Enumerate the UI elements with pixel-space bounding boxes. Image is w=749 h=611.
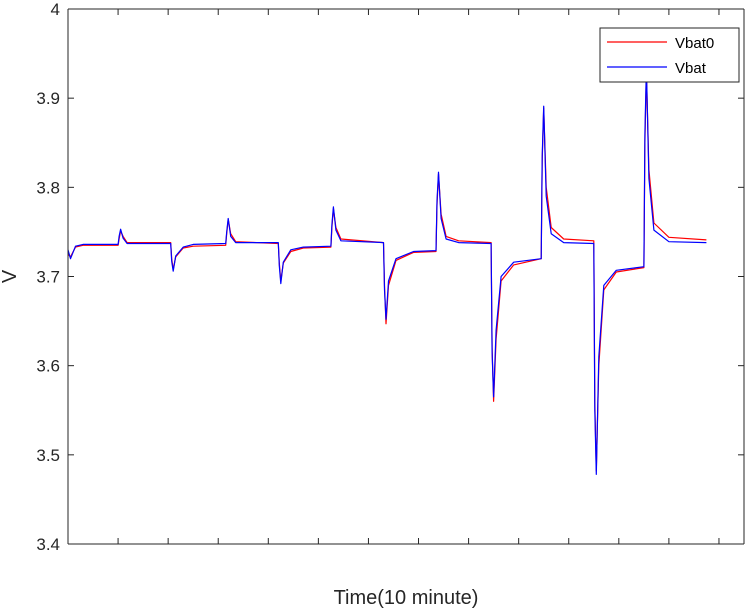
y-tick-label: 3.5 — [36, 446, 60, 465]
y-tick-label: 3.7 — [36, 268, 60, 287]
legend-label-vbat: Vbat — [675, 60, 707, 77]
ticks-layer: 3.4 3.5 3.6 3.7 3.8 3.9 4 — [36, 0, 744, 554]
plot-area — [68, 9, 744, 544]
y-tick-label: 3.8 — [36, 178, 60, 197]
y-tick-label: 3.4 — [36, 535, 60, 554]
y-axis-label: V — [0, 269, 21, 283]
x-axis-label: Time(10 minute) — [334, 587, 479, 609]
legend-label-vbat0: Vbat0 — [675, 35, 714, 52]
y-tick-label: 3.6 — [36, 357, 60, 376]
y-tick-label: 3.9 — [36, 89, 60, 108]
legend-box — [599, 27, 740, 83]
series-line-vbat — [67, 66, 707, 475]
y-tick-label: 4 — [51, 0, 60, 19]
series-layer — [67, 66, 707, 475]
legend: Vbat0 Vbat — [599, 27, 740, 83]
